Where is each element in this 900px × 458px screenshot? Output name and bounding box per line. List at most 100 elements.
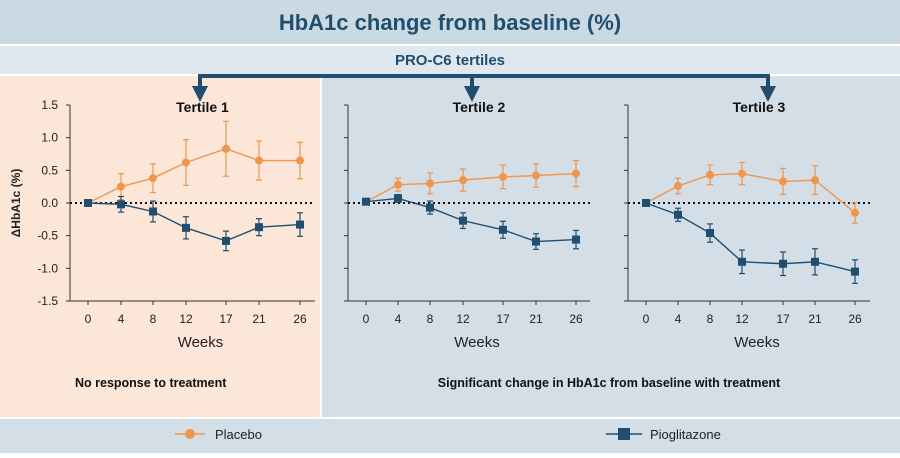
legend: Placebo Pioglitazone xyxy=(175,427,721,442)
data-point xyxy=(459,176,467,185)
note-no-response: No response to treatment xyxy=(75,376,227,390)
bracket-line xyxy=(192,74,776,102)
legend-band xyxy=(0,419,900,453)
data-point xyxy=(499,225,507,234)
chart-tertile-3: 0 4 8 12 17 21 26 Weeks Tertile 3 xyxy=(624,99,870,351)
data-point xyxy=(255,156,263,165)
x-tick-label: 26 xyxy=(569,312,583,326)
x-tick-label: 8 xyxy=(427,312,434,326)
note-significant-change: Significant change in HbA1c from baselin… xyxy=(438,376,781,390)
data-point xyxy=(394,180,402,189)
data-point xyxy=(426,203,434,212)
data-point xyxy=(811,176,819,185)
legend-placebo-label: Placebo xyxy=(215,427,262,442)
x-tick-label: 17 xyxy=(776,312,790,326)
data-point xyxy=(117,200,125,209)
x-tick-label: 12 xyxy=(735,312,749,326)
data-point xyxy=(149,174,157,183)
chart-tertile-2: 0 4 8 12 17 21 26 Weeks Tertile 2 xyxy=(344,99,590,351)
x-tick-label: 8 xyxy=(707,312,714,326)
x-axis-label: Weeks xyxy=(734,334,780,351)
x-axis-label: Weeks xyxy=(454,334,500,351)
x-tick-label: 8 xyxy=(150,312,157,326)
x-tick-label: 21 xyxy=(252,312,266,326)
data-point xyxy=(674,182,682,191)
right-panel-background xyxy=(322,76,900,417)
data-point xyxy=(394,194,402,203)
y-tick-label: 0.0 xyxy=(41,196,58,210)
legend-item-placebo: Placebo xyxy=(175,427,262,442)
x-tick-label: 4 xyxy=(395,312,402,326)
data-point xyxy=(222,236,230,245)
legend-pioglitazone-label: Pioglitazone xyxy=(650,427,721,442)
x-tick-label: 4 xyxy=(675,312,682,326)
data-point xyxy=(706,170,714,179)
y-tick-label: -1.0 xyxy=(37,261,58,275)
data-point xyxy=(779,177,787,186)
series-placebo xyxy=(84,120,304,207)
data-point xyxy=(738,169,746,178)
panel-title: Tertile 3 xyxy=(733,99,786,115)
charts: 1.5 1.0 0.5 0.0 -0.5 -1.0 -1.5 0 4 8 12 17 21 26 Weeks… xyxy=(9,98,870,351)
data-point xyxy=(851,267,859,276)
series-placebo xyxy=(642,161,859,224)
data-point xyxy=(296,156,304,165)
x-axis-label: Weeks xyxy=(178,334,224,351)
data-point xyxy=(642,199,650,207)
data-point xyxy=(117,182,125,191)
data-point xyxy=(499,172,507,181)
chart-subtitle: PRO-C6 tertiles xyxy=(395,52,505,69)
y-tick-label: 1.0 xyxy=(41,131,58,145)
y-tick-label: 1.5 xyxy=(41,98,58,112)
series-pioglitazone xyxy=(362,193,580,250)
title-band xyxy=(0,0,900,44)
tertile-bracket-arrows xyxy=(192,74,776,102)
y-tick-label: -0.5 xyxy=(37,229,58,243)
chart-tertile-1: 1.5 1.0 0.5 0.0 -0.5 -1.0 -1.5 0 4 8 12 17 21 26 Weeks… xyxy=(9,98,315,351)
x-tick-label: 21 xyxy=(808,312,822,326)
x-tick-label: 26 xyxy=(293,312,307,326)
x-tick-label: 12 xyxy=(179,312,193,326)
data-point xyxy=(255,223,263,232)
data-point xyxy=(779,259,787,268)
data-point xyxy=(362,197,370,206)
data-point xyxy=(182,158,190,167)
data-point xyxy=(572,235,580,244)
x-tick-label: 0 xyxy=(85,312,92,326)
data-point xyxy=(426,179,434,188)
data-point xyxy=(811,257,819,266)
series-pioglitazone xyxy=(84,195,304,252)
series-pioglitazone xyxy=(642,199,859,284)
data-point xyxy=(182,223,190,232)
data-point xyxy=(222,144,230,153)
data-point xyxy=(572,169,580,178)
y-tick-label: -1.5 xyxy=(37,294,58,308)
data-point xyxy=(296,220,304,229)
x-tick-label: 0 xyxy=(643,312,650,326)
x-tick-label: 21 xyxy=(529,312,543,326)
panel-title: Tertile 1 xyxy=(176,99,229,115)
x-tick-label: 4 xyxy=(118,312,125,326)
x-tick-label: 26 xyxy=(848,312,862,326)
legend-placebo-marker xyxy=(185,429,195,439)
legend-item-pioglitazone: Pioglitazone xyxy=(606,427,721,442)
y-axis-label: ΔHbA1c (%) xyxy=(9,169,23,238)
data-point xyxy=(149,207,157,216)
x-tick-label: 17 xyxy=(496,312,510,326)
data-point xyxy=(851,208,859,217)
data-point xyxy=(674,210,682,219)
data-point xyxy=(706,229,714,238)
data-point xyxy=(532,237,540,246)
data-point xyxy=(738,257,746,266)
panel-title: Tertile 2 xyxy=(453,99,506,115)
data-point xyxy=(84,199,92,207)
legend-pioglitazone-marker xyxy=(618,428,630,440)
left-panel-background xyxy=(0,76,320,417)
y-tick-label: 0.5 xyxy=(41,163,58,177)
x-tick-label: 12 xyxy=(456,312,470,326)
subtitle-band xyxy=(0,46,900,74)
x-tick-label: 0 xyxy=(363,312,370,326)
chart-title: HbA1c change from baseline (%) xyxy=(279,10,621,35)
